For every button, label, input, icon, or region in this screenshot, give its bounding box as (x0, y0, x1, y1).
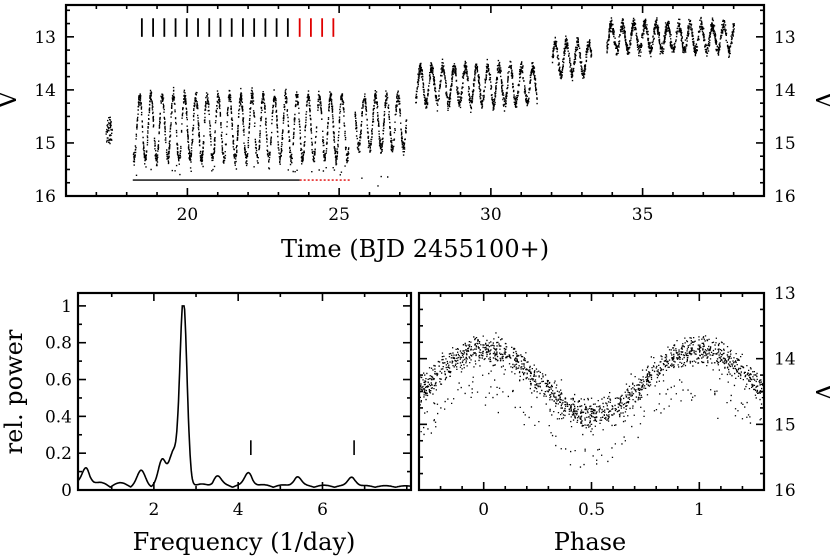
light-curve-panel: 20 25 30 35 13 13 14 14 15 15 16 16 Time (BJD 24551… (0, 3, 830, 263)
y-tick-label: 0 (61, 481, 72, 501)
y-tick-label-right: 13 (774, 28, 796, 48)
periodogram-xlabel: Frequency (1/day) (133, 528, 356, 556)
light-curve-data-points (105, 16, 735, 187)
light-curve-ticks: 20 25 30 35 13 13 14 14 15 15 16 16 (34, 5, 796, 225)
phase-xlabel: Phase (554, 528, 626, 556)
x-tick-label: 2 (148, 500, 159, 520)
x-tick-label: 20 (177, 205, 199, 225)
periodogram-frame (76, 291, 413, 492)
periodogram-ticks: 2 4 6 0 0.2 0.4 0.6 0.8 1 (45, 293, 411, 520)
periodogram-panel: 2 4 6 0 0.2 0.4 0.6 0.8 1 Frequency (1/day) rel.… (0, 291, 413, 556)
y-tick-label: 1 (61, 297, 72, 317)
x-tick-label: 0.5 (578, 500, 605, 520)
y-tick-label-left: 16 (34, 187, 56, 207)
x-tick-label: 0 (478, 500, 489, 520)
y-tick-label-left: 14 (34, 81, 56, 101)
x-tick-label: 1 (694, 500, 705, 520)
x-tick-label: 4 (233, 500, 244, 520)
light-curve-ylabel-right: V (810, 90, 830, 109)
periodogram-curve (77, 305, 412, 489)
y-tick-label-left: 15 (34, 134, 56, 154)
periodogram-line (77, 305, 412, 489)
light-curve-xlabel: Time (BJD 2455100+) (281, 235, 549, 263)
y-tick-label-right: 14 (774, 350, 796, 370)
periodogram-ylabel: rel. power (0, 329, 28, 454)
phase-frame (417, 291, 766, 492)
y-tick-label-right: 16 (774, 187, 796, 207)
y-tick-label-right: 15 (774, 415, 796, 435)
y-tick-label: 0.6 (45, 371, 72, 391)
y-tick-label: 0.4 (45, 407, 72, 427)
cycle-markers (140, 18, 335, 37)
y-tick-label-right: 16 (774, 481, 796, 501)
harmonic-markers (250, 440, 355, 456)
light-curve-frame (64, 3, 766, 198)
phase-data-points (419, 332, 765, 468)
x-tick-label: 25 (328, 205, 350, 225)
y-tick-label-left: 13 (34, 28, 56, 48)
x-tick-label: 35 (632, 205, 654, 225)
phase-panel: 0 0.5 1 13 14 15 16 Phase V (417, 284, 830, 556)
y-tick-label-right: 15 (774, 134, 796, 154)
phase-ticks: 0 0.5 1 13 14 15 16 (419, 284, 796, 520)
light-curve-ylabel-left: V (0, 91, 22, 110)
y-tick-label: 0.8 (45, 334, 72, 354)
y-tick-label-right: 14 (774, 81, 796, 101)
y-tick-label: 0.2 (45, 444, 72, 464)
x-tick-label: 30 (480, 205, 502, 225)
y-tick-label-right: 13 (774, 284, 796, 304)
phase-ylabel-right: V (810, 382, 830, 401)
phase-points (419, 332, 765, 468)
light-curve-points (105, 16, 735, 187)
x-tick-label: 6 (317, 500, 328, 520)
